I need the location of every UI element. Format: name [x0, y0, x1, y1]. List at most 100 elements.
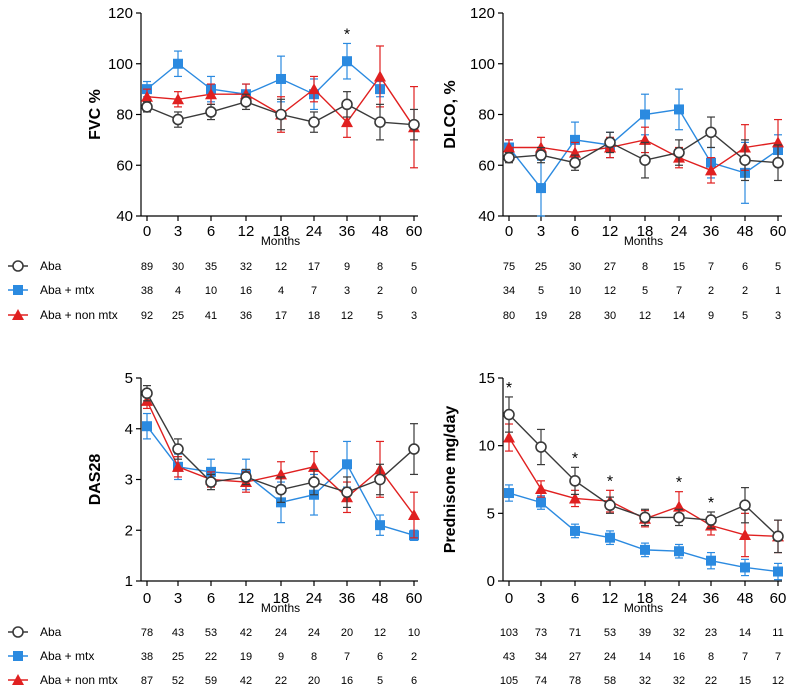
sample-count: 7: [311, 285, 317, 297]
sample-count: 5: [642, 285, 648, 297]
sample-count: 5: [377, 675, 383, 687]
data-point: [639, 511, 651, 524]
data-point: [341, 486, 353, 498]
data-point: [503, 431, 515, 443]
sample-count: 1: [775, 285, 781, 297]
y-tick-label: 1: [125, 573, 133, 590]
x-tick-label: 18: [637, 590, 654, 607]
data-point: [341, 116, 353, 128]
sample-count: 52: [172, 675, 184, 687]
data-point: [374, 70, 386, 82]
x-tick-label: 18: [273, 223, 290, 240]
data-point: [570, 134, 580, 145]
sample-count: 59: [205, 675, 217, 687]
sample-count: 42: [240, 675, 252, 687]
sample-count: 58: [604, 675, 616, 687]
y-tick-label: 60: [116, 157, 133, 174]
x-tick-label: 60: [406, 590, 423, 607]
x-tick-label: 48: [737, 590, 754, 607]
data-point: [341, 98, 353, 111]
data-point: [205, 106, 217, 118]
sample-count: 16: [240, 285, 252, 297]
data-point: [536, 183, 546, 194]
x-tick-label: 18: [273, 590, 290, 607]
data-point: [673, 146, 685, 159]
x-tick-label: 36: [339, 590, 356, 607]
sample-count: 14: [739, 627, 751, 639]
sample-count: 15: [739, 675, 751, 687]
data-point: [276, 73, 286, 84]
sample-count: 12: [772, 675, 784, 687]
data-point: [142, 421, 152, 432]
sample-count: 20: [308, 675, 320, 687]
data-point: [535, 441, 547, 453]
data-point: [205, 88, 217, 100]
x-tick-label: 0: [143, 590, 151, 607]
y-tick-label: 120: [108, 5, 133, 22]
data-point: [308, 116, 320, 128]
data-point: [172, 460, 184, 472]
sample-count: 38: [141, 285, 153, 297]
sample-count: 24: [275, 627, 287, 639]
data-point: [570, 525, 580, 536]
x-axis-label: Months: [261, 234, 300, 248]
x-tick-label: 24: [671, 590, 688, 607]
sample-count: 24: [308, 627, 320, 639]
x-tick-label: 36: [339, 223, 356, 240]
sample-count: 14: [639, 651, 651, 663]
sample-count: 78: [141, 627, 153, 639]
sample-count: 10: [205, 285, 217, 297]
x-tick-label: 48: [372, 590, 389, 607]
sample-count: 3: [344, 285, 350, 297]
x-axis-label: Months: [624, 601, 663, 615]
y-tick-label: 5: [487, 505, 495, 522]
y-axis-label: Prednisone mg/day: [442, 406, 459, 554]
sample-count: 17: [275, 310, 287, 322]
y-tick-label: 2: [125, 522, 133, 539]
x-tick-label: 6: [207, 590, 215, 607]
sample-count: 103: [500, 627, 518, 639]
data-point: [706, 555, 716, 566]
data-point: [569, 475, 581, 487]
sample-count: 7: [676, 285, 682, 297]
x-tick-label: 12: [238, 590, 255, 607]
y-tick-label: 4: [125, 421, 133, 438]
sample-count: 18: [308, 310, 320, 322]
sample-count: 25: [172, 310, 184, 322]
y-tick-label: 40: [116, 208, 133, 225]
sample-count: 8: [708, 651, 714, 663]
y-tick-label: 15: [478, 370, 495, 387]
y-tick-label: 5: [125, 370, 133, 387]
data-point: [240, 471, 252, 483]
x-tick-label: 36: [703, 223, 720, 240]
data-point: [739, 528, 751, 540]
data-point: [275, 483, 287, 496]
data-point: [172, 93, 184, 105]
sample-count: 27: [569, 651, 581, 663]
data-point: [308, 476, 320, 488]
data-point: [673, 511, 685, 524]
sample-count: 43: [503, 651, 515, 663]
sample-count: 0: [411, 285, 417, 297]
significance-asterisk: *: [676, 475, 682, 492]
sample-count: 9: [344, 261, 350, 273]
data-point: [705, 126, 717, 139]
x-tick-label: 0: [505, 223, 513, 240]
sample-count: 32: [673, 627, 685, 639]
x-tick-label: 3: [537, 590, 545, 607]
sample-count: 87: [141, 675, 153, 687]
data-point: [240, 96, 252, 108]
data-point: [374, 116, 386, 128]
x-tick-label: 0: [505, 590, 513, 607]
sample-count: 4: [278, 285, 284, 297]
data-point: [504, 488, 514, 499]
sample-count: 30: [604, 310, 616, 322]
sample-count: 19: [240, 651, 252, 663]
y-axis-label: DAS28: [87, 454, 104, 506]
legend-marker: [12, 674, 24, 685]
sample-count: 34: [535, 651, 547, 663]
sample-count: 23: [705, 627, 717, 639]
sample-count: 25: [535, 261, 547, 273]
sample-count: 2: [708, 285, 714, 297]
sample-count: 6: [742, 261, 748, 273]
